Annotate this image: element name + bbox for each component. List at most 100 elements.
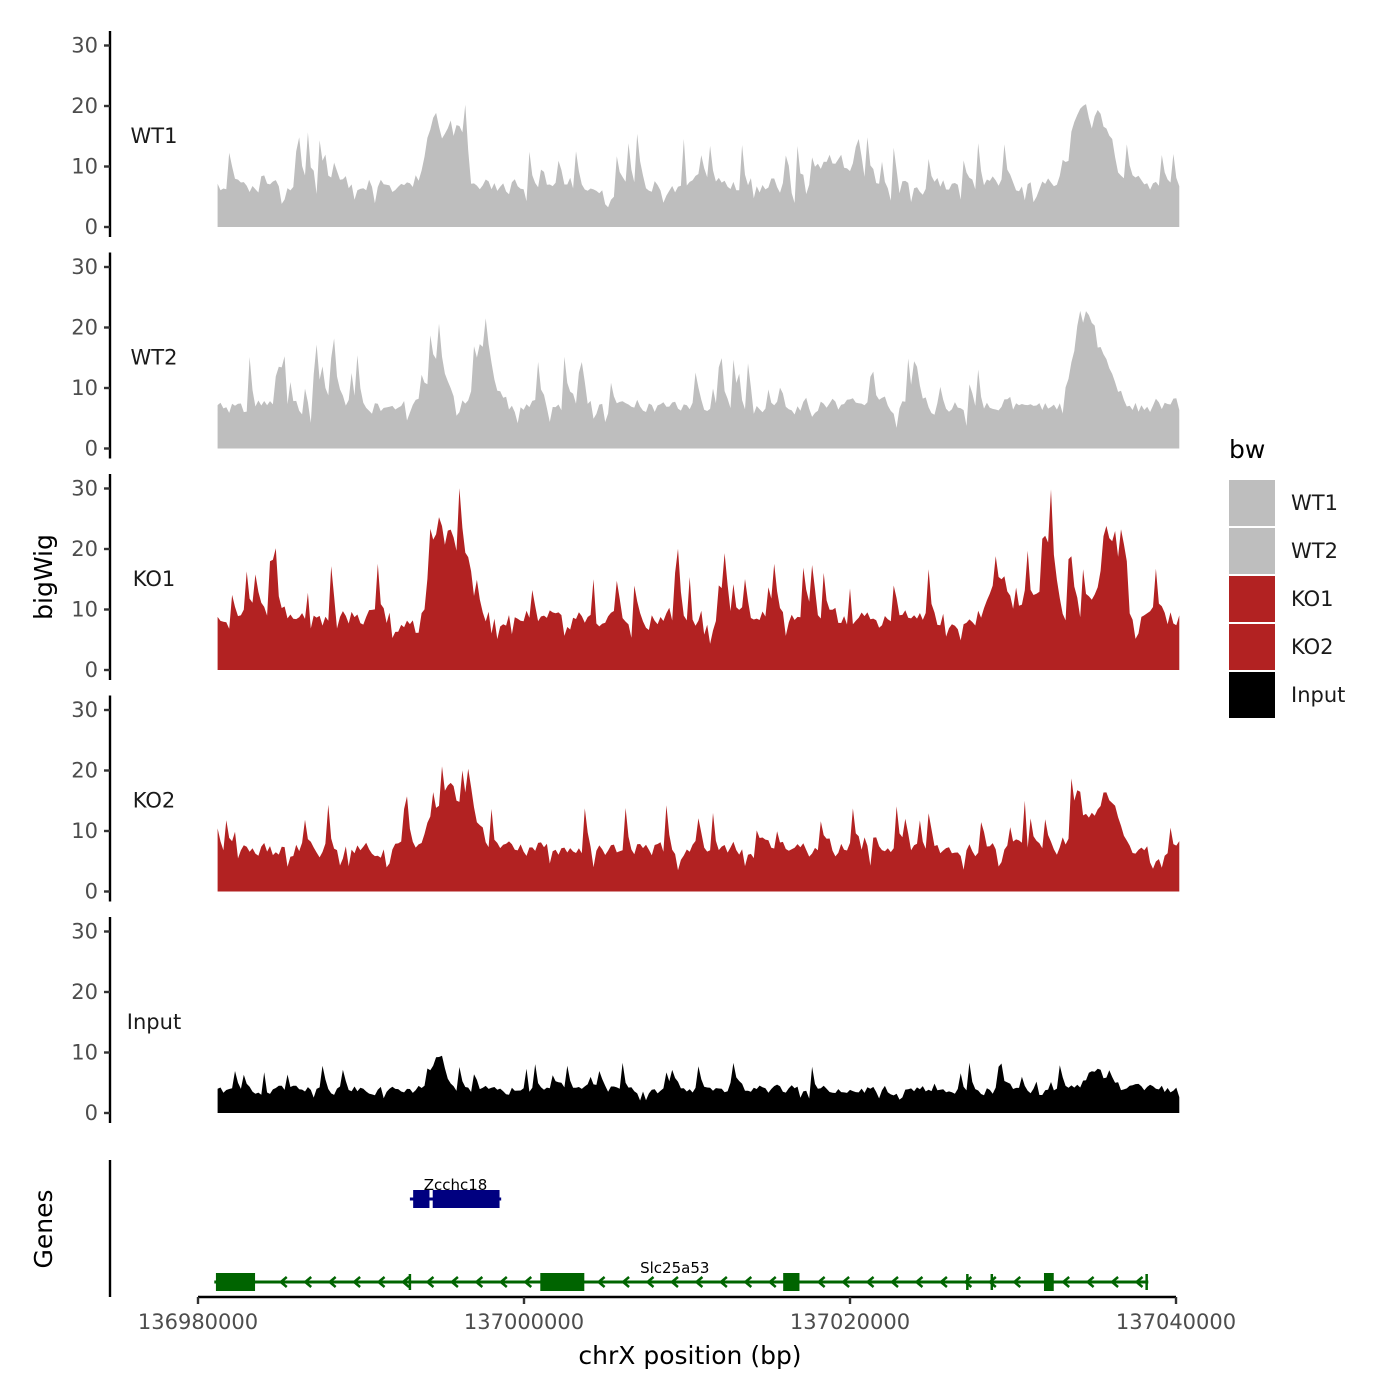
x-tick-label: 137000000 bbox=[464, 1310, 584, 1334]
signal-tracks: 0 10 20 30 WT1 0 10 20 30 WT2 0 10 20 30 KO1 0 10 20 30 KO2… bbox=[71, 31, 1180, 1125]
y-axis-title: bigWig bbox=[29, 534, 58, 620]
strand-arrow bbox=[401, 1276, 410, 1288]
track-wt2: 0 10 20 30 WT2 bbox=[71, 252, 1180, 461]
strand-arrow bbox=[1061, 1276, 1070, 1288]
gene-label: Zcchc18 bbox=[424, 1176, 488, 1194]
genes-panel: Zcchc18 Slc25a53 bbox=[108, 1160, 1149, 1297]
y-tick-label: 20 bbox=[71, 537, 98, 561]
gene-exon bbox=[413, 1190, 430, 1208]
gene-exon bbox=[215, 1273, 256, 1291]
legend-title: bw bbox=[1229, 435, 1265, 464]
y-tick-label: 0 bbox=[85, 437, 98, 461]
y-tick-label: 0 bbox=[85, 215, 98, 239]
legend-label-ko2: KO2 bbox=[1291, 635, 1334, 659]
y-tick-label: 10 bbox=[71, 598, 98, 622]
track-ko2: 0 10 20 30 KO2 bbox=[71, 695, 1180, 904]
legend-label-wt1: WT1 bbox=[1291, 491, 1338, 515]
y-tick-label: 30 bbox=[71, 477, 98, 501]
strand-arrow bbox=[425, 1276, 435, 1288]
strand-arrow bbox=[449, 1276, 459, 1288]
strand-arrow bbox=[890, 1276, 899, 1288]
y-tick-label: 30 bbox=[71, 34, 98, 58]
legend-key-wt1 bbox=[1229, 480, 1275, 526]
strand-arrow bbox=[596, 1276, 606, 1288]
gene-exon bbox=[1043, 1273, 1054, 1291]
strand-arrow bbox=[327, 1276, 337, 1288]
strand-arrow bbox=[718, 1276, 728, 1288]
gene-slc25a53: Slc25a53 bbox=[214, 1259, 1149, 1291]
gene-exon bbox=[432, 1190, 500, 1208]
x-axis: 136980000 137000000 137020000 137040000 bbox=[138, 1295, 1236, 1334]
y-tick-label: 20 bbox=[71, 980, 98, 1004]
track-wt1: 0 10 20 30 WT1 bbox=[71, 31, 1180, 239]
strand-arrow bbox=[376, 1276, 386, 1288]
strand-arrow bbox=[743, 1276, 753, 1288]
legend-key-ko2 bbox=[1229, 624, 1275, 670]
strand-arrow bbox=[1110, 1276, 1119, 1288]
legend-label-input: Input bbox=[1291, 683, 1345, 707]
strand-arrow bbox=[963, 1276, 973, 1288]
gene-exon bbox=[540, 1273, 585, 1291]
signal-area-ko1 bbox=[217, 488, 1180, 670]
legend-label-ko1: KO1 bbox=[1291, 587, 1334, 611]
strand-arrow bbox=[1012, 1276, 1022, 1288]
strand-arrow bbox=[352, 1276, 361, 1288]
track-label: KO1 bbox=[133, 567, 176, 591]
y-tick-label: 30 bbox=[71, 920, 98, 944]
signal-area-input bbox=[217, 1055, 1180, 1113]
y-tick-label: 0 bbox=[85, 1101, 98, 1125]
y-tick-label: 20 bbox=[71, 759, 98, 783]
strand-arrow bbox=[523, 1276, 533, 1288]
signal-area-wt2 bbox=[217, 310, 1180, 449]
track-label: WT2 bbox=[131, 346, 178, 370]
strand-arrow bbox=[1134, 1276, 1144, 1288]
legend-key-wt2 bbox=[1229, 528, 1275, 574]
x-tick-label: 137020000 bbox=[790, 1310, 910, 1334]
strand-arrow bbox=[498, 1276, 508, 1288]
strand-arrow bbox=[987, 1276, 997, 1288]
strand-arrow bbox=[816, 1276, 826, 1288]
strand-arrow bbox=[914, 1276, 924, 1288]
strand-arrow bbox=[278, 1276, 288, 1288]
strand-arrow bbox=[621, 1276, 630, 1288]
track-label: WT1 bbox=[131, 124, 178, 148]
strand-arrow bbox=[767, 1276, 777, 1288]
y-tick-label: 10 bbox=[71, 376, 98, 400]
y-tick-label: 10 bbox=[71, 819, 98, 843]
gene-exon bbox=[783, 1273, 800, 1291]
strand-arrow bbox=[865, 1276, 875, 1288]
y-tick-label: 0 bbox=[85, 880, 98, 904]
gene-zcchc18: Zcchc18 bbox=[409, 1176, 502, 1208]
x-axis-title: chrX position (bp) bbox=[578, 1341, 801, 1370]
track-ko1: 0 10 20 30 KO1 bbox=[71, 474, 1180, 682]
y-tick-label: 20 bbox=[71, 94, 98, 118]
y-tick-label: 10 bbox=[71, 155, 98, 179]
gene-label: Slc25a53 bbox=[640, 1259, 709, 1277]
y-tick-label: 20 bbox=[71, 316, 98, 340]
y-tick-label: 30 bbox=[71, 698, 98, 722]
strand-arrow bbox=[938, 1276, 948, 1288]
y-tick-label: 0 bbox=[85, 658, 98, 682]
legend-label-wt2: WT2 bbox=[1291, 539, 1338, 563]
track-label: KO2 bbox=[133, 789, 176, 813]
track-input: 0 10 20 30 Input bbox=[71, 917, 1180, 1125]
y-tick-label: 10 bbox=[71, 1041, 98, 1065]
strand-arrow bbox=[474, 1276, 484, 1288]
strand-arrow bbox=[303, 1276, 313, 1288]
y-tick-label: 30 bbox=[71, 255, 98, 279]
strand-arrow bbox=[645, 1276, 655, 1288]
signal-area-wt1 bbox=[217, 104, 1180, 227]
legend: bw WT1 WT2 KO1 KO2 Input bbox=[1229, 435, 1345, 718]
strand-arrow bbox=[1085, 1276, 1095, 1288]
legend-key-input bbox=[1229, 672, 1275, 718]
strand-arrow bbox=[841, 1276, 850, 1288]
strand-arrow bbox=[694, 1276, 704, 1288]
track-label: Input bbox=[127, 1010, 181, 1034]
signal-area-ko2 bbox=[217, 766, 1180, 892]
strand-arrow bbox=[670, 1276, 679, 1288]
legend-key-ko1 bbox=[1229, 576, 1275, 622]
genes-axis-title: Genes bbox=[29, 1189, 58, 1268]
x-tick-label: 137040000 bbox=[1116, 1310, 1236, 1334]
x-tick-label: 136980000 bbox=[138, 1310, 258, 1334]
